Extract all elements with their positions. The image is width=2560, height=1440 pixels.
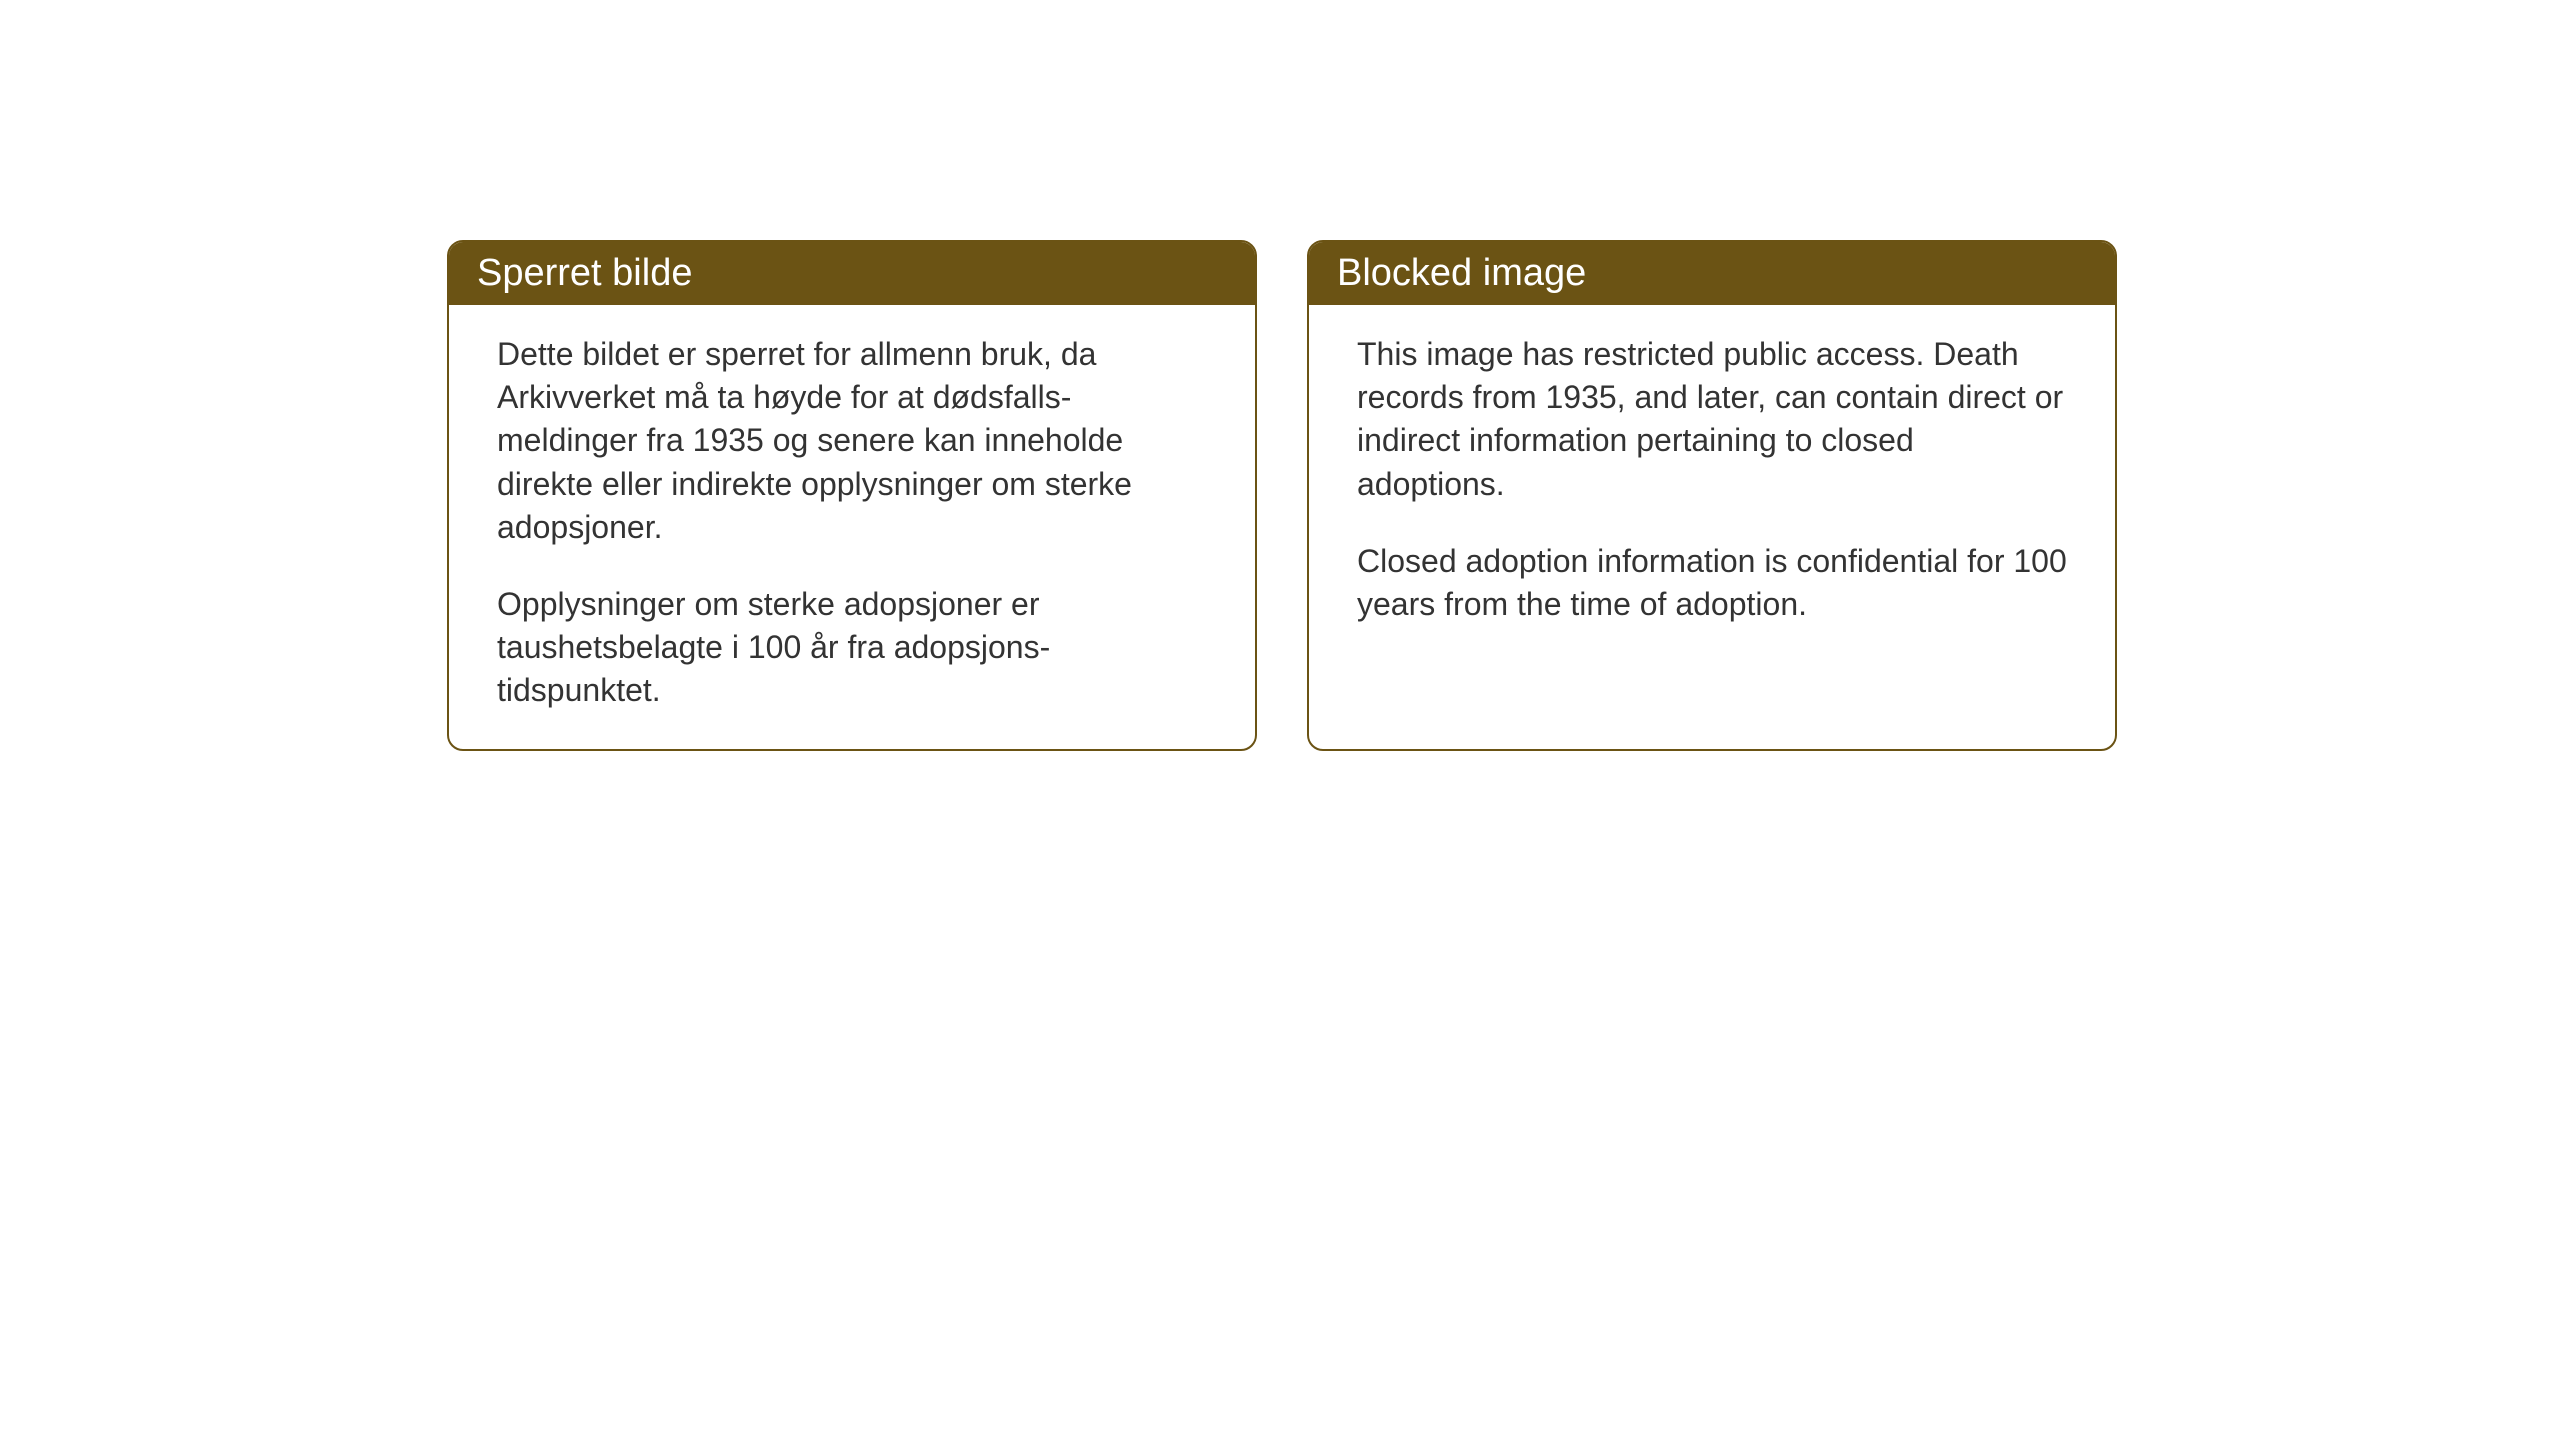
norwegian-card-title: Sperret bilde (449, 242, 1255, 305)
cards-container: Sperret bilde Dette bildet er sperret fo… (0, 0, 2560, 751)
english-paragraph-1: This image has restricted public access.… (1357, 333, 2067, 506)
norwegian-card: Sperret bilde Dette bildet er sperret fo… (447, 240, 1257, 751)
norwegian-paragraph-2: Opplysninger om sterke adopsjoner er tau… (497, 583, 1207, 713)
english-card-title: Blocked image (1309, 242, 2115, 305)
english-card: Blocked image This image has restricted … (1307, 240, 2117, 751)
english-card-body: This image has restricted public access.… (1309, 305, 2115, 662)
norwegian-paragraph-1: Dette bildet er sperret for allmenn bruk… (497, 333, 1207, 549)
english-paragraph-2: Closed adoption information is confident… (1357, 540, 2067, 626)
norwegian-card-body: Dette bildet er sperret for allmenn bruk… (449, 305, 1255, 749)
